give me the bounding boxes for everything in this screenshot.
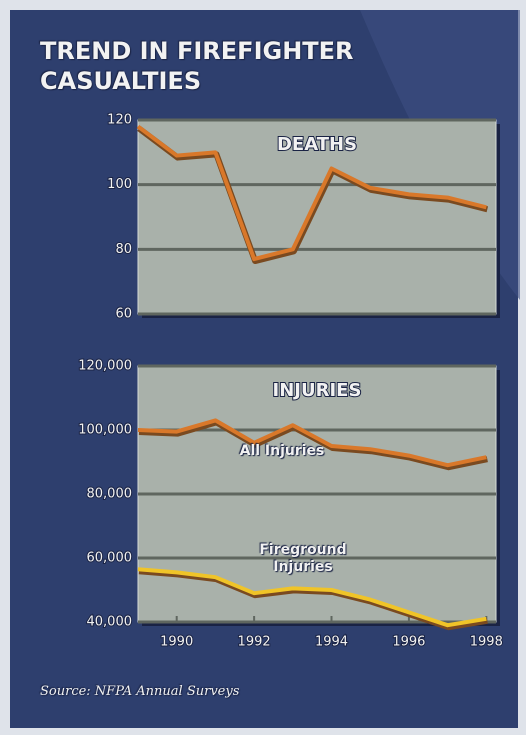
series-label: Fireground Injuries [259,542,347,575]
series-line [137,418,487,468]
y-tick-label: 60,000 [87,551,133,566]
y-tick-label: 120,000 [78,359,132,374]
page-title: TREND IN FIREFIGHTER CASUALTIES [40,37,354,95]
plot-area [137,119,497,315]
series-label: All Injuries [239,443,325,459]
series-line [137,567,487,628]
y-tick-label: 100,000 [78,423,132,438]
series-line [136,124,487,262]
source-note: Source: NFPA Annual Surveys [40,684,240,699]
y-tick-label: 40,000 [87,615,133,630]
y-tick-label: 80,000 [87,487,133,502]
y-tick-label: 60 [115,307,132,322]
x-tick-label: 1994 [315,635,348,650]
panel-title: DEATHS [277,134,357,155]
y-tick-label: 80 [115,242,132,257]
y-tick-label: 120 [107,113,132,128]
x-tick-label: 1992 [238,635,271,650]
panel-title: INJURIES [273,380,362,401]
x-tick-label: 1990 [160,635,193,650]
x-tick-label: 1996 [392,635,425,650]
y-tick-label: 100 [107,177,132,192]
x-tick-label: 1998 [470,635,503,650]
